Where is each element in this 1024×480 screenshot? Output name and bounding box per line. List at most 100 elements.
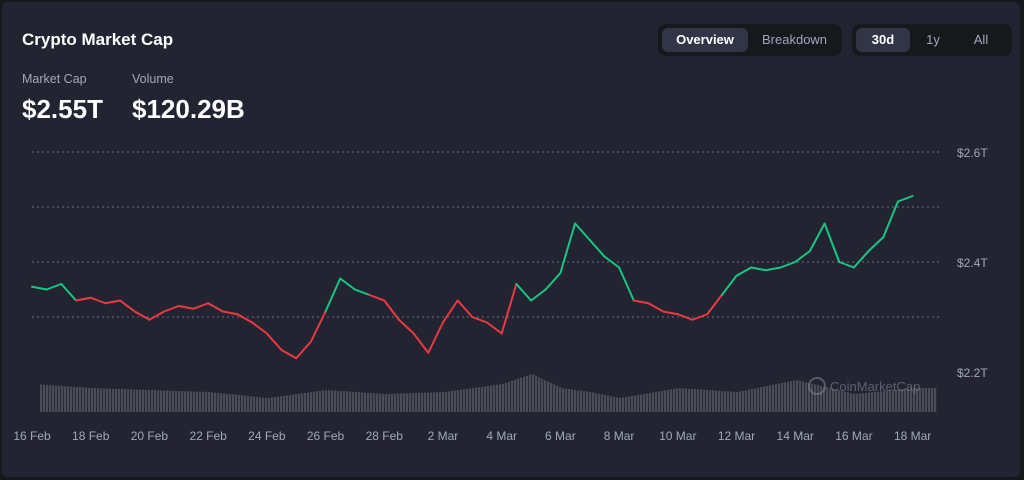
volume-bar [790, 381, 793, 412]
x-tick-label: 16 Feb [13, 429, 51, 443]
volume-bar [175, 390, 178, 412]
volume-bar [670, 389, 673, 412]
volume-bar [478, 387, 481, 412]
volume-bar [508, 381, 511, 412]
volume-bar [757, 387, 760, 412]
volume-bar [388, 393, 391, 412]
volume-bar [181, 391, 184, 412]
volume-bar [460, 389, 463, 412]
volume-bar [376, 393, 379, 412]
volume-bar [604, 394, 607, 412]
range-30d[interactable]: 30d [856, 28, 910, 52]
volume-bar [52, 385, 55, 412]
volume-bar [436, 392, 439, 412]
volume-bar [769, 385, 772, 412]
volume-bar [862, 393, 865, 412]
volume-bar [289, 394, 292, 412]
volume-bar [679, 388, 682, 412]
line-segment [339, 277, 356, 291]
volume-bar [721, 390, 724, 412]
line-segment [75, 296, 92, 302]
volume-bar [169, 390, 172, 412]
volume-bar [262, 397, 265, 412]
volume-bar [115, 388, 118, 412]
volume-bar [292, 394, 295, 412]
volume-bar [580, 390, 583, 412]
volume-bar [595, 393, 598, 412]
volume-bar [259, 397, 262, 412]
volume-bar [667, 389, 670, 412]
range-all[interactable]: All [973, 32, 989, 47]
volume-bar [199, 391, 202, 412]
volume-bar [520, 377, 523, 412]
line-segment [163, 305, 180, 313]
x-tick-label: 4 Mar [486, 429, 517, 443]
volume-bar [139, 389, 142, 412]
line-segment [588, 239, 606, 258]
volume-bar [124, 389, 127, 412]
volume-bar [817, 385, 820, 412]
volume-bar [157, 390, 160, 412]
line-segment [221, 310, 239, 316]
volume-bar [511, 380, 514, 412]
x-tick-label: 24 Feb [248, 429, 286, 443]
volume-bar [727, 391, 730, 412]
line-segment [397, 318, 415, 335]
volume-bar [379, 393, 382, 412]
volume-bar [112, 388, 115, 412]
line-segment [192, 302, 210, 310]
volume-bar [277, 396, 280, 412]
volume-bar [685, 388, 688, 412]
volume-bar [385, 393, 388, 412]
tab-overview[interactable]: Overview [662, 28, 748, 52]
line-segment [45, 283, 63, 291]
volume-bar [739, 391, 742, 412]
volume-bar [565, 388, 568, 412]
volume-bar [829, 388, 832, 412]
volume-bar [895, 389, 898, 412]
line-segment [882, 200, 899, 239]
volume-bar [304, 392, 307, 412]
volume-bar [784, 382, 787, 412]
volume-bar [337, 390, 340, 412]
volume-bar [883, 391, 886, 412]
volume-bar [445, 391, 448, 412]
volume-bar [253, 396, 256, 412]
tab-breakdown[interactable]: Breakdown [762, 32, 828, 47]
volume-bar [805, 382, 808, 412]
volume-bar [886, 390, 889, 412]
volume-bar [274, 397, 277, 412]
watermark: CoinMarketCap [808, 377, 920, 395]
volume-bar [553, 384, 556, 412]
volume-bar [760, 387, 763, 412]
volume-bar [172, 390, 175, 412]
volume-bar [217, 392, 220, 412]
volume-bar [505, 382, 508, 412]
volume-bar [232, 394, 235, 412]
line-segment [779, 261, 797, 269]
line-segment [764, 266, 782, 272]
volume-bar [373, 393, 376, 412]
volume-bar [856, 393, 859, 412]
volume-bar [712, 390, 715, 412]
volume-bar [625, 396, 628, 412]
volume-bar [280, 396, 283, 412]
volume-bar [196, 391, 199, 412]
line-segment [412, 332, 430, 354]
y-tick-label: $2.4T [957, 256, 988, 270]
line-segment [295, 340, 312, 360]
volume-bar [811, 383, 814, 412]
x-tick-label: 14 Mar [777, 429, 814, 443]
line-segment [486, 321, 503, 335]
volume-bar [154, 390, 157, 412]
range-1y[interactable]: 1y [926, 32, 940, 47]
volume-bar [793, 380, 796, 412]
volume-bar [448, 391, 451, 412]
volume-bar [343, 391, 346, 412]
volume-label: Volume [132, 72, 174, 86]
volume-bar [934, 388, 937, 412]
volume-bar [166, 390, 169, 412]
volume-bar [832, 388, 835, 412]
x-tick-label: 2 Mar [428, 429, 459, 443]
volume-bar [88, 387, 91, 412]
